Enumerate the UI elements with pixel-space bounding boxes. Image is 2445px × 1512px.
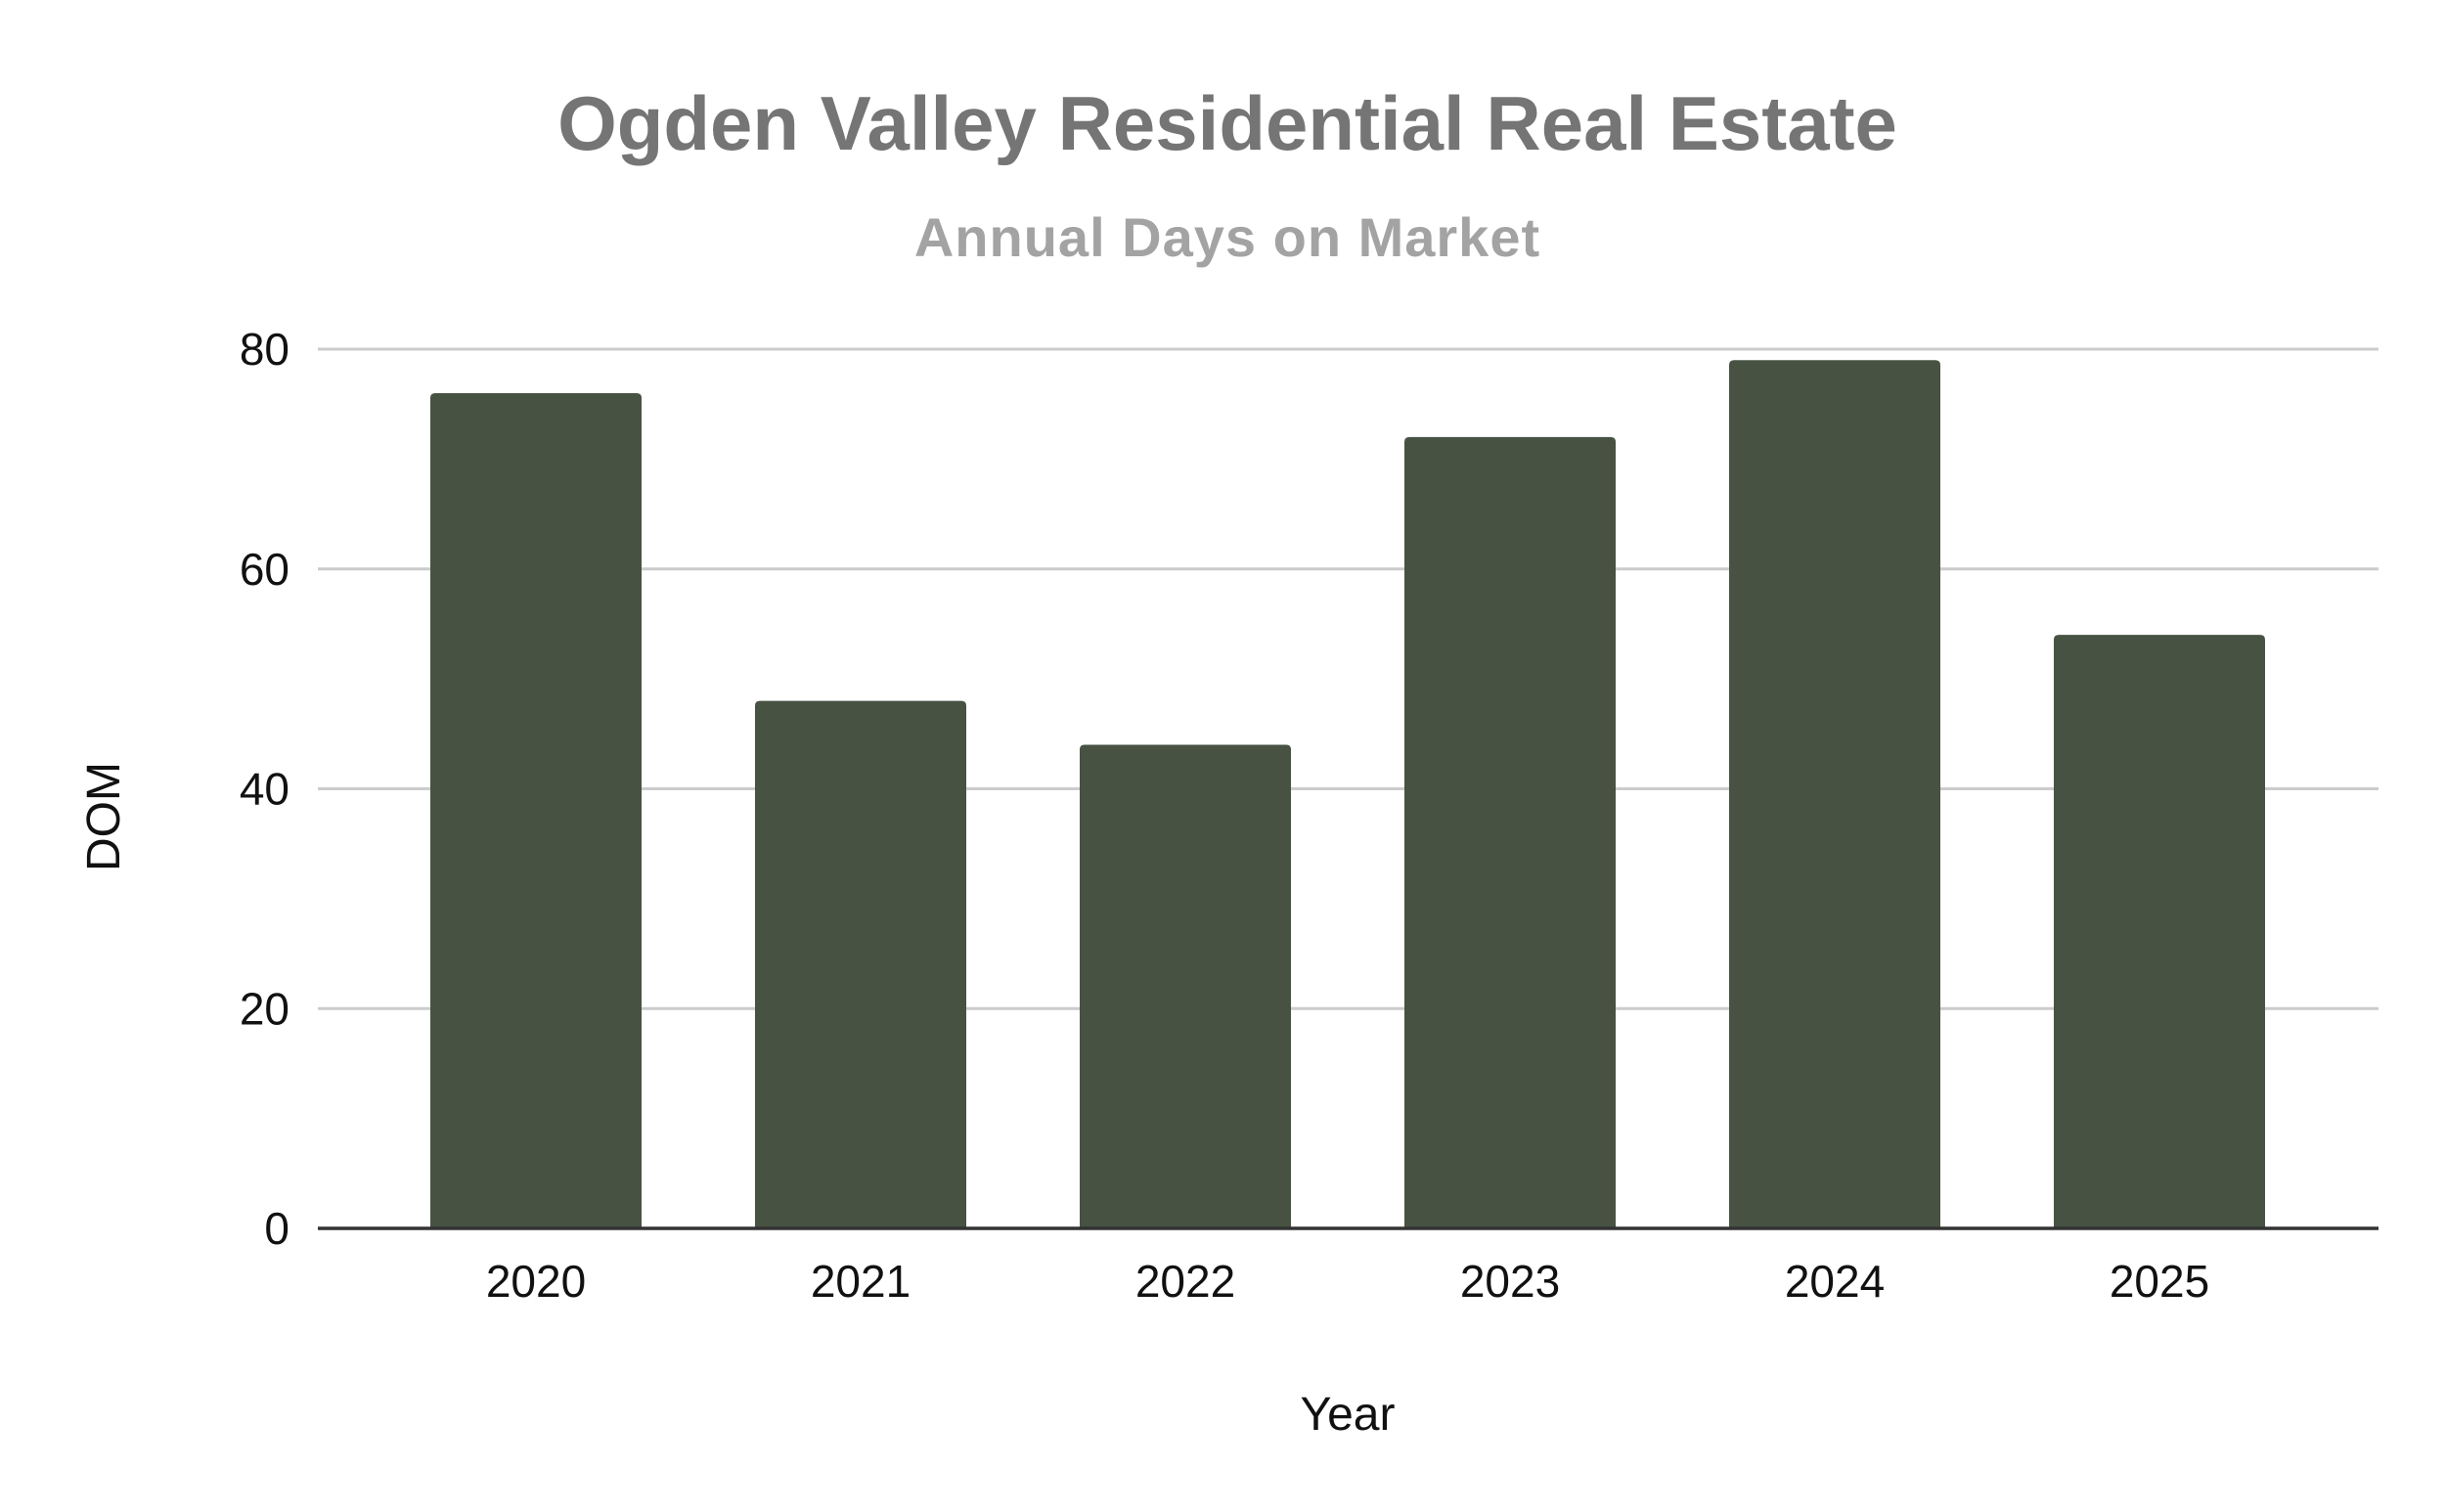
x-tick-label: 2023 <box>1460 1256 1560 1307</box>
x-axis-title: Year <box>1301 1389 1396 1441</box>
y-tick-label: 60 <box>240 544 289 595</box>
x-tick-label: 2022 <box>1135 1256 1235 1307</box>
bar-2024 <box>1729 360 1940 1228</box>
y-tick-label: 0 <box>264 1203 289 1254</box>
bar-2023 <box>1404 436 1616 1228</box>
x-tick-label: 2020 <box>486 1256 586 1307</box>
x-tick-label: 2024 <box>1785 1256 1885 1307</box>
gridlines <box>318 347 2378 1010</box>
bar-2021 <box>755 700 966 1228</box>
y-axis-ticks: 0 20 40 60 80 <box>240 324 289 1254</box>
y-tick-label: 40 <box>240 764 289 815</box>
y-tick-label: 80 <box>240 324 289 375</box>
chart-subtitle: Annual Days on Market <box>914 206 1540 268</box>
x-tick-label: 2021 <box>811 1256 911 1307</box>
y-axis-title: DOM <box>78 762 130 871</box>
x-axis-ticks: 2020 2021 2022 2023 2024 2025 <box>486 1256 2209 1307</box>
bar-2020 <box>430 392 642 1228</box>
bar-2025 <box>2054 635 2265 1228</box>
bars <box>430 360 2265 1228</box>
bar-2022 <box>1080 744 1291 1228</box>
x-tick-label: 2025 <box>2110 1256 2209 1307</box>
y-tick-label: 20 <box>240 983 289 1034</box>
chart-title: Ogden Valley Residential Real Estate <box>557 80 1897 166</box>
